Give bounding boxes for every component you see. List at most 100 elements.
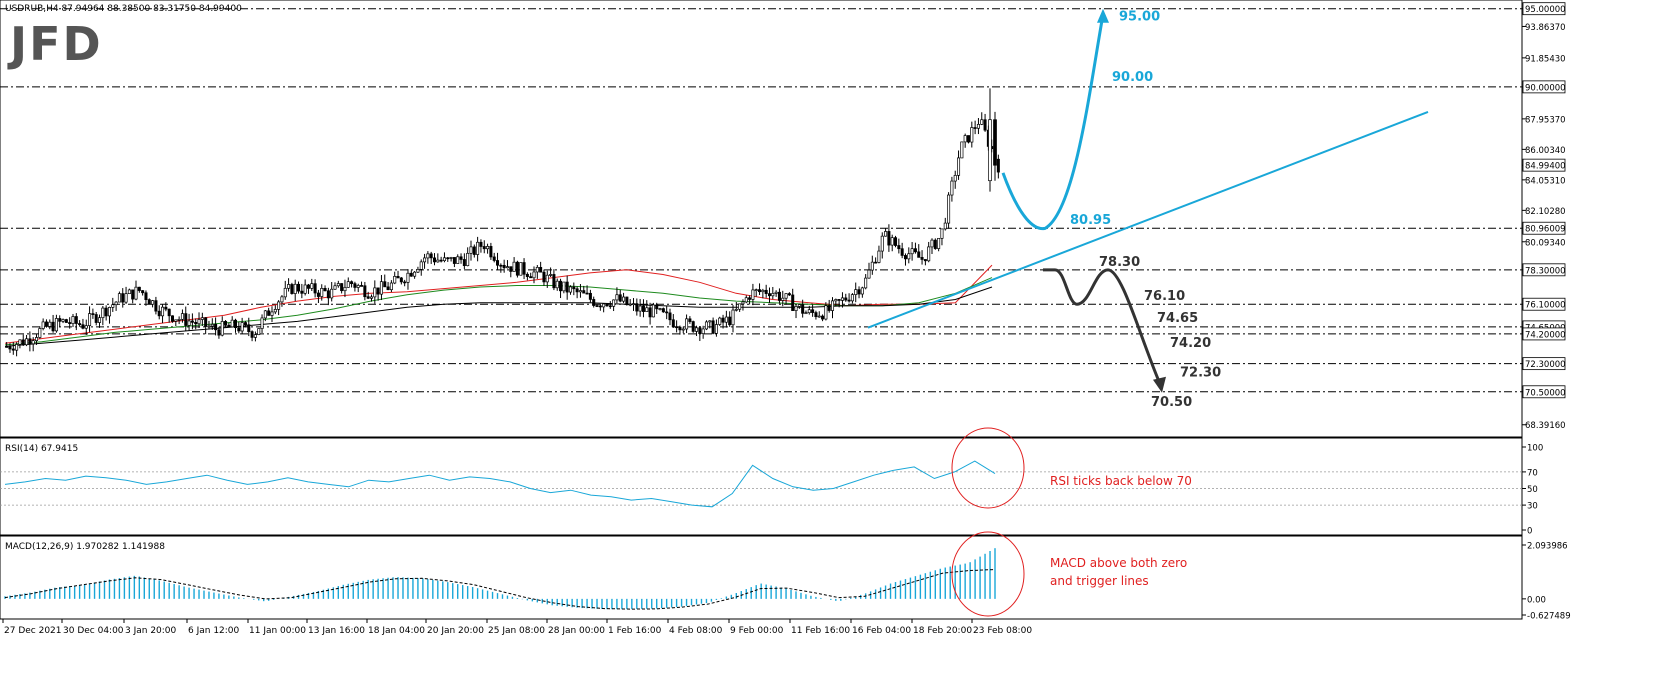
- candle: [701, 325, 705, 339]
- candle-body: [578, 290, 582, 293]
- candle-body: [167, 308, 171, 317]
- candle-body: [631, 303, 636, 305]
- candle: [781, 290, 785, 307]
- candle-body: [691, 321, 695, 332]
- time-tick-label: 23 Feb 08:00: [973, 626, 1032, 636]
- price-tick-label: 70.50000: [1525, 388, 1566, 398]
- candle: [943, 217, 947, 231]
- candle: [850, 293, 854, 304]
- candle: [15, 342, 19, 357]
- candle: [641, 299, 645, 318]
- candle-body: [542, 271, 546, 283]
- candle: [154, 296, 158, 315]
- candle: [890, 234, 894, 252]
- candle-body: [293, 283, 297, 294]
- candle: [174, 319, 178, 326]
- candle-body: [340, 283, 344, 292]
- candle-body: [821, 315, 825, 320]
- candle: [41, 318, 45, 331]
- candle-body: [947, 194, 951, 224]
- candle: [791, 288, 795, 311]
- time-tick-label: 11 Feb 16:00: [791, 626, 850, 636]
- candle-body: [744, 297, 748, 303]
- candle-body: [360, 285, 364, 287]
- candle: [744, 295, 748, 304]
- price-tick-label: 93.86370: [1525, 23, 1566, 33]
- candle-body: [529, 276, 533, 279]
- candle-body: [963, 135, 967, 143]
- macd-note-line2: and trigger lines: [1050, 574, 1149, 588]
- candle: [94, 312, 98, 326]
- candle-body: [509, 266, 513, 272]
- candle: [811, 304, 815, 317]
- candle-body: [224, 321, 228, 326]
- candle-body: [698, 327, 702, 334]
- candle-body: [313, 283, 317, 294]
- candle: [900, 242, 904, 259]
- candle: [834, 298, 838, 307]
- candle-body: [874, 261, 878, 264]
- candle-body: [651, 304, 655, 318]
- candle-body: [900, 248, 904, 256]
- candle: [973, 120, 977, 135]
- candle: [280, 295, 284, 307]
- candle: [363, 281, 367, 301]
- candle: [718, 316, 722, 326]
- price-level-box: [1522, 357, 1566, 371]
- price-tick-label: 84.05310: [1525, 176, 1566, 186]
- rsi-label: RSI(14) 67.9415: [5, 444, 78, 454]
- candle-body: [98, 317, 102, 323]
- candle-body: [943, 222, 947, 230]
- candle-body: [303, 284, 307, 294]
- candle-body: [326, 290, 330, 299]
- candle: [472, 244, 476, 258]
- candle: [784, 293, 788, 305]
- candle-body: [204, 317, 208, 327]
- candle-body: [31, 340, 35, 345]
- candle-body: [764, 289, 768, 294]
- candle-body: [539, 267, 543, 273]
- candle-body: [532, 271, 536, 279]
- candle: [34, 334, 39, 345]
- rsi-tick-label: 0: [1527, 527, 1532, 537]
- candle: [151, 299, 155, 308]
- candle-body: [74, 316, 78, 324]
- candle: [685, 314, 689, 334]
- candle-body: [559, 280, 563, 292]
- candle: [413, 271, 417, 279]
- candle: [247, 317, 251, 337]
- candle: [552, 269, 556, 291]
- macd-tick-label: 0.00: [1527, 595, 1546, 605]
- candle: [84, 319, 88, 335]
- candle: [452, 257, 456, 268]
- candle-body: [678, 326, 682, 331]
- candle: [549, 267, 553, 278]
- candle-body: [758, 289, 762, 293]
- candle: [930, 238, 934, 255]
- candle-body: [386, 286, 390, 291]
- candle-body: [910, 248, 914, 255]
- candle-body: [393, 276, 397, 284]
- candle-body: [983, 119, 987, 131]
- candle-body: [137, 286, 141, 291]
- price-tick-label: 86.00340: [1525, 146, 1566, 156]
- candle-body: [648, 307, 652, 318]
- candle: [678, 325, 682, 335]
- candle-body: [273, 309, 277, 313]
- candle-body: [681, 328, 685, 331]
- candle: [996, 154, 1000, 179]
- candle: [658, 307, 662, 311]
- candle-body: [429, 253, 433, 259]
- candle: [884, 228, 888, 237]
- candle-body: [91, 313, 95, 315]
- candle-body: [456, 256, 460, 264]
- candle: [857, 286, 861, 299]
- candle-body: [253, 334, 257, 338]
- candle: [207, 320, 211, 330]
- candle-body: [625, 296, 629, 306]
- candle-body: [94, 314, 98, 323]
- candle: [648, 302, 652, 325]
- candle: [466, 247, 470, 267]
- candle-body: [864, 277, 868, 289]
